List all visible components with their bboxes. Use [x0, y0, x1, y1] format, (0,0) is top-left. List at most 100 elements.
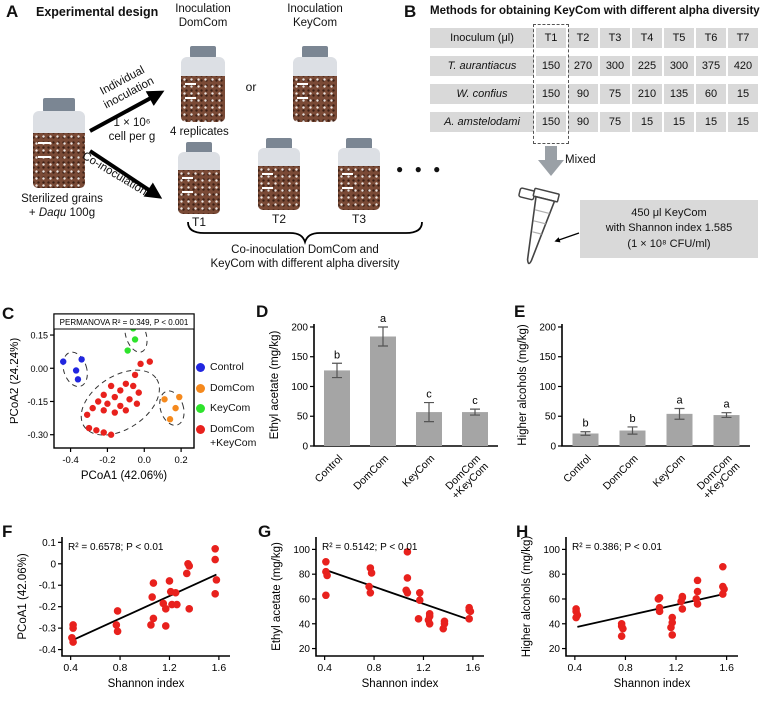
data-point — [211, 555, 219, 564]
jar-cap-icon — [189, 46, 217, 59]
series-samples — [322, 548, 475, 633]
pcoa-plot: -0.4 -0.2 0.0 0.2 0.15 0.00 -0.15 -0.30 PCoA1 (4… — [9, 302, 200, 486]
jar-glass — [180, 56, 226, 122]
table-cell: 60 — [696, 84, 726, 104]
source-post: 100g — [66, 207, 96, 220]
table-cell: 270 — [568, 56, 598, 76]
sig-letter: b — [582, 418, 588, 430]
y-tick-label: 0.15 — [30, 331, 48, 341]
sig-letter: a — [676, 395, 683, 407]
series-DomCom — [161, 393, 183, 423]
data-point — [617, 632, 626, 640]
series-Control — [60, 356, 85, 383]
data-point — [212, 576, 221, 584]
data-point — [78, 356, 85, 363]
data-point — [466, 607, 475, 616]
data-point — [100, 429, 107, 436]
table-cell: 300 — [600, 56, 630, 76]
y-tick-label: -0.15 — [27, 397, 48, 407]
data-point — [693, 587, 702, 596]
sig-letter: b — [629, 413, 635, 425]
panel-b-tag: B — [404, 2, 417, 21]
label-cell-dose: 1 × 10⁶ cell per g — [108, 117, 156, 143]
table-cell: 150 — [536, 84, 566, 104]
label-jar-t3: T3 — [351, 212, 366, 226]
jar-keycom — [292, 46, 338, 122]
source-species: Daqu — [38, 207, 67, 220]
table-cell: 225 — [632, 56, 662, 76]
error-bar — [580, 431, 591, 436]
y-tick-label: 100 — [291, 382, 308, 393]
data-point — [111, 409, 118, 416]
x-tick-label: 0.8 — [618, 662, 633, 674]
table-cell: 150 — [536, 56, 566, 76]
source-line1: Sterilized grains — [21, 193, 103, 205]
data-point — [111, 393, 118, 401]
cluster-ellipse — [80, 369, 160, 436]
data-point — [122, 407, 130, 414]
data-point — [425, 619, 434, 628]
data-point — [69, 624, 77, 632]
table-cell: 75 — [600, 112, 630, 132]
data-point — [60, 358, 67, 365]
y-tick-label: -0.2 — [39, 602, 57, 613]
table-cell: 375 — [696, 56, 726, 76]
x-category-label: Control — [313, 453, 345, 485]
jar-grains — [257, 166, 301, 210]
y-tick-label: -0.1 — [39, 581, 57, 592]
ethyl_bar-svg: 0 50 100 150 200 Ethyl acetate (mg/kg) b Contro… — [269, 313, 498, 502]
legend-item: Control — [196, 361, 256, 375]
y-tick-label: -0.30 — [27, 430, 48, 440]
label-4-replicates: 4 replicates — [170, 126, 229, 138]
y-tick-label: 60 — [549, 594, 561, 605]
table-cell: 15 — [632, 112, 662, 132]
table-cell: T3 — [600, 28, 630, 48]
panel-a-tag: A — [6, 2, 19, 21]
y-tick-label: 200 — [539, 322, 556, 333]
legend-dot-icon — [196, 383, 205, 393]
data-point — [104, 400, 111, 407]
table-cell: T2 — [568, 28, 598, 48]
panel-b-title: Methods for obtaining KeyCom with differ… — [430, 5, 760, 17]
y-tick-label: 50 — [297, 412, 309, 423]
series-DomCom+KeyCom — [83, 358, 153, 438]
jar-grains — [180, 75, 226, 122]
data-point — [678, 605, 687, 613]
data-point — [117, 402, 124, 410]
y-axis-label: Higher alcohols (mg/kg) — [517, 324, 529, 446]
bar — [324, 370, 350, 446]
x-tick-label: -0.4 — [62, 455, 78, 466]
y-tick-label: 0 — [50, 559, 56, 570]
brace — [187, 221, 423, 245]
h-svg: 0.4 0.8 1.2 1.6 20 40 60 80 100 Shannon index High… — [521, 536, 738, 690]
data-point — [322, 557, 330, 566]
jar-cap-icon — [301, 46, 329, 59]
data-point — [147, 621, 155, 629]
table-cell: T5 — [664, 28, 694, 48]
data-point — [323, 571, 331, 580]
y-tick-label: 0.1 — [42, 538, 56, 549]
cluster-ellipse — [62, 351, 88, 388]
data-point — [95, 398, 102, 405]
annotation: R² = 0.5142; P < 0.01 — [322, 542, 418, 553]
sig-letter: c — [426, 389, 432, 401]
jar-cap-icon — [266, 138, 292, 150]
jar-t3 — [337, 138, 381, 210]
data-point — [93, 427, 100, 434]
annotation: R² = 0.386; P < 0.01 — [572, 542, 662, 553]
y-tick-label: 150 — [291, 352, 308, 363]
inoculum-table: Inoculum (μl) T1 T2 T3 T4 T5 T6 T7 T. aurantiacu… — [430, 28, 758, 132]
x-category-label: DomCom+KeyCom — [693, 452, 742, 501]
jar-source — [32, 98, 86, 188]
y-tick-label: 0 — [550, 442, 556, 453]
table-cell: 15 — [728, 84, 758, 104]
higher-alcohols-bar-chart: 0 50 100 150 200 Higher alcohols (mg/kg) b Cont… — [510, 284, 758, 504]
data-point — [74, 376, 82, 383]
data-point — [172, 404, 179, 412]
jar-cap-icon — [346, 138, 372, 150]
ethyl-acetate-bar-chart: 0 50 100 150 200 Ethyl acetate (mg/kg) b Contro… — [262, 284, 506, 504]
data-point — [667, 623, 675, 632]
y-tick-label: 80 — [299, 570, 311, 581]
x-tick-label: 0.4 — [568, 662, 583, 674]
data-point — [72, 367, 80, 374]
